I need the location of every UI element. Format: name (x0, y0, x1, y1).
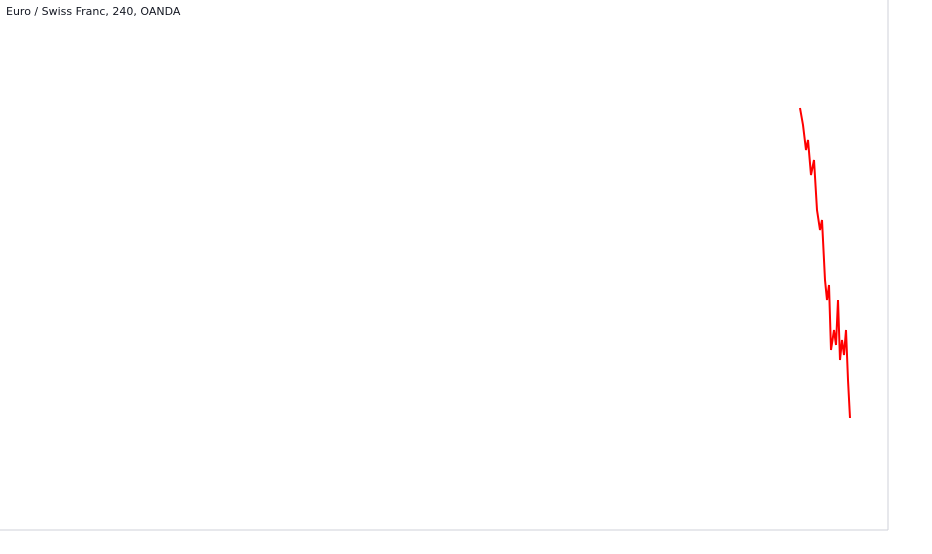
projection-path (799, 107, 851, 419)
chart-title: Euro / Swiss Franc, 240, OANDA (6, 5, 181, 18)
